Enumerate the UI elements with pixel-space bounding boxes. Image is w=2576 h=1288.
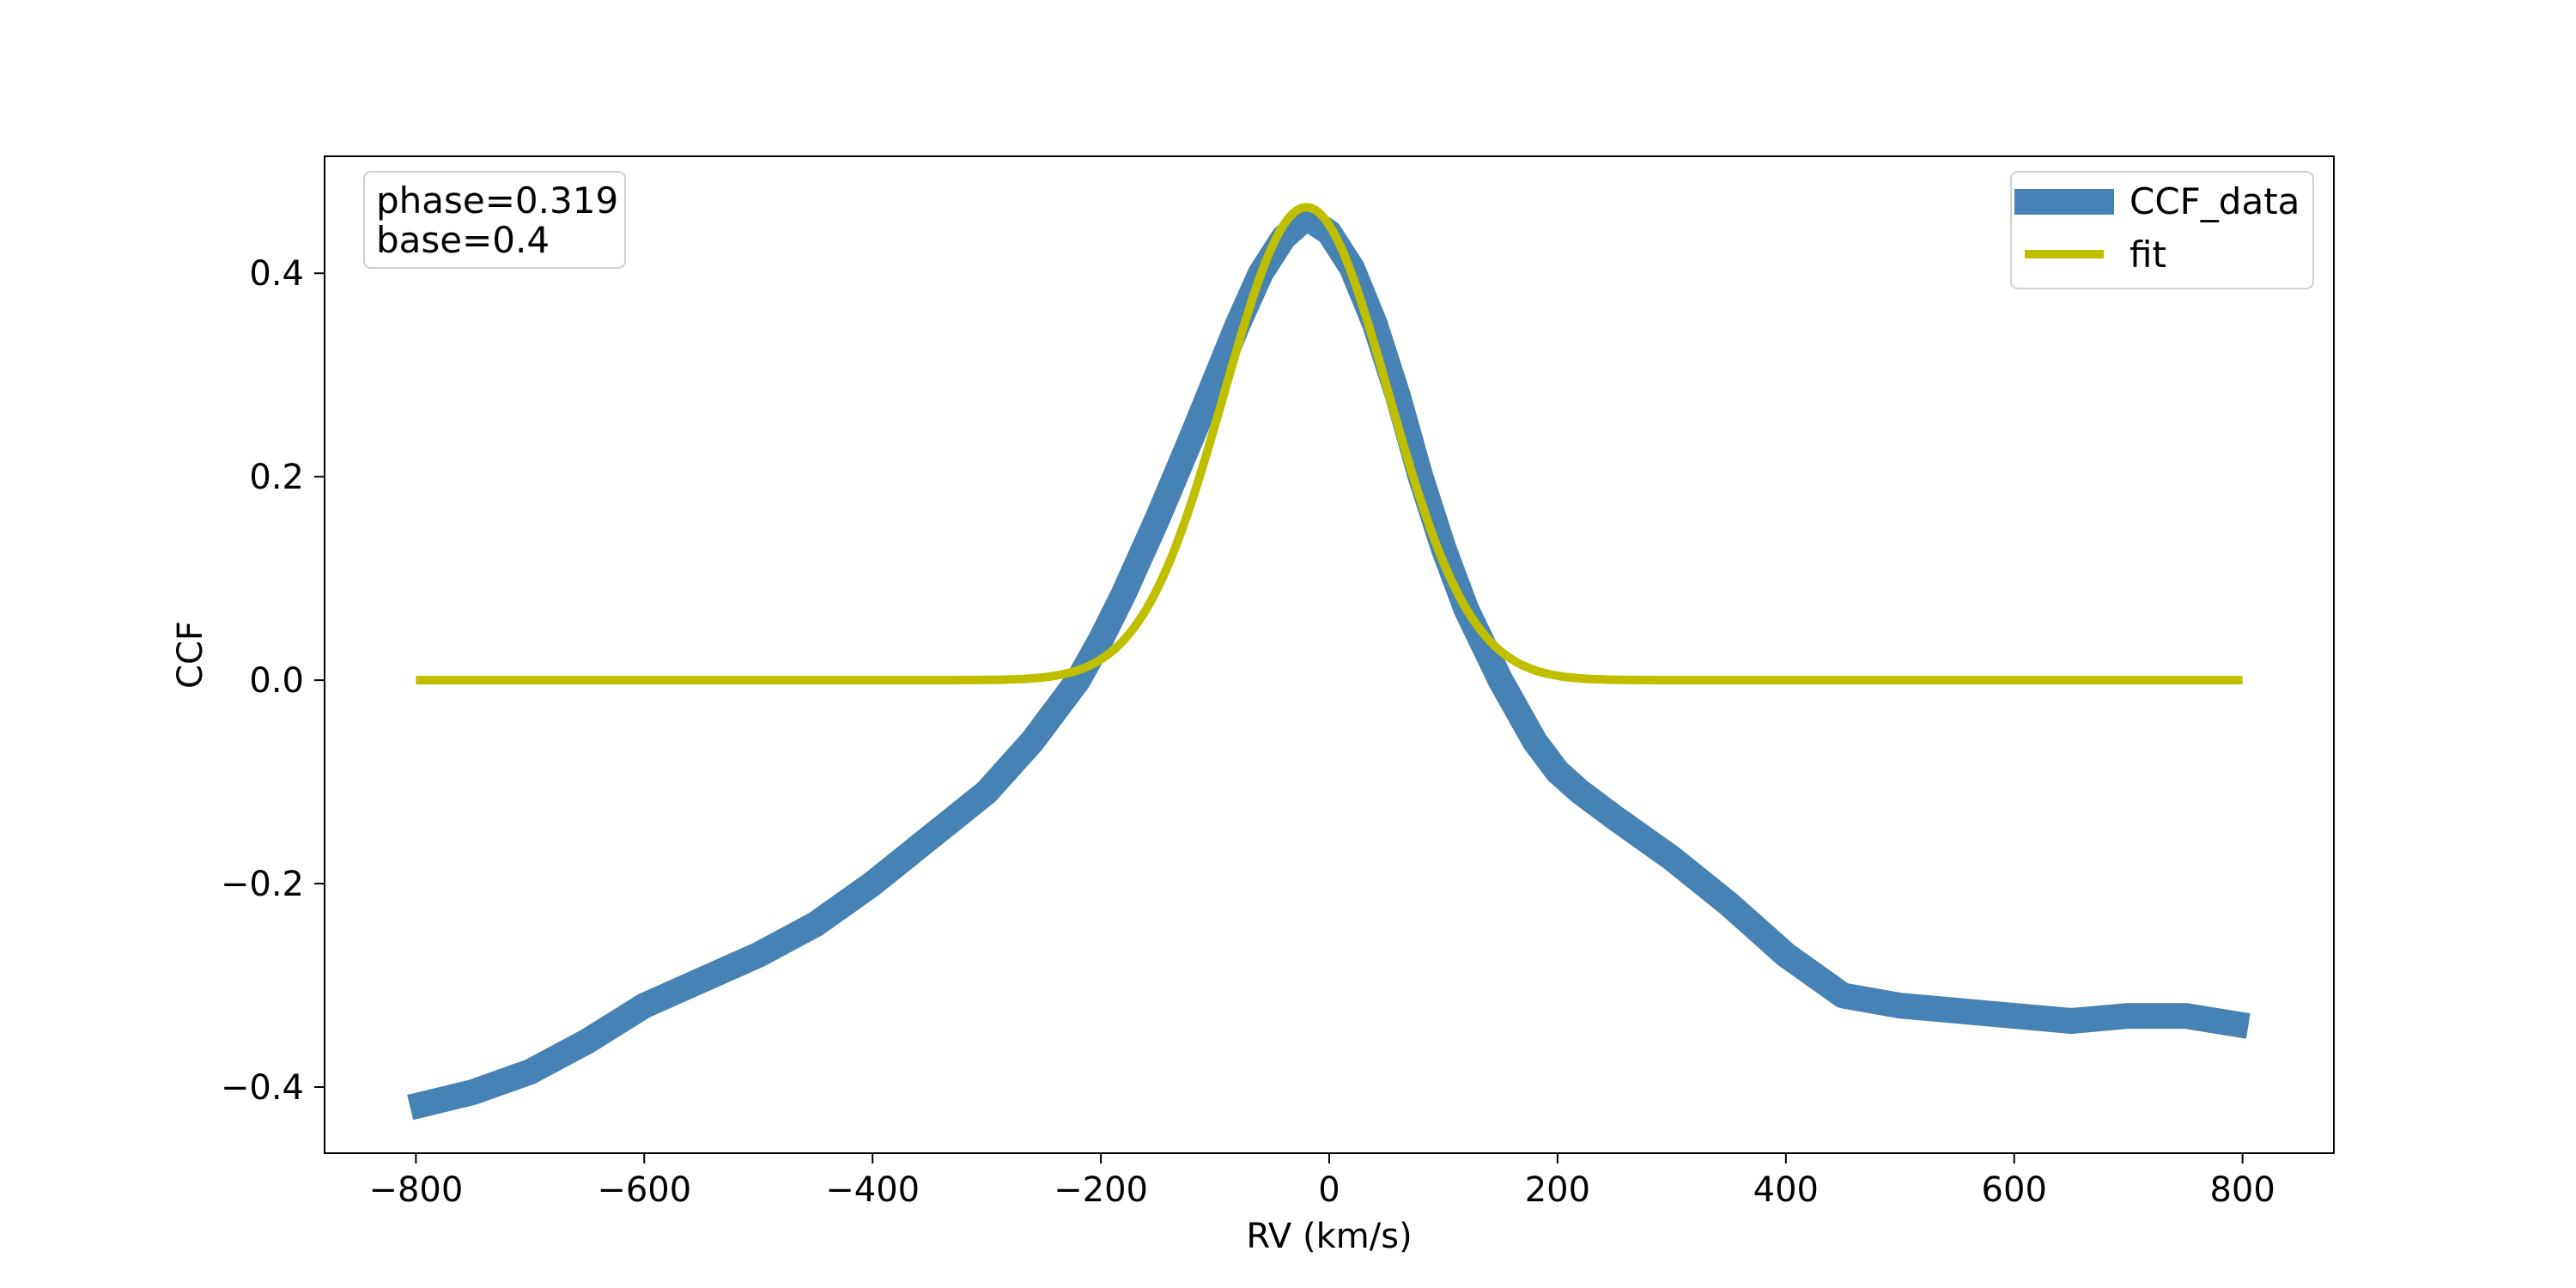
- axis-ticks: −800 −600 −400 −200 0 200 400 600 800 −0.4 −0.2 0.0…: [221, 254, 2275, 1210]
- x-tick-label: 400: [1753, 1170, 1819, 1210]
- annotation-box: phase=0.319 base=0.4: [363, 171, 626, 269]
- series-fit-line: [416, 203, 2243, 685]
- y-tick-label: −0.4: [221, 1068, 304, 1108]
- annotation-frame: [363, 171, 626, 269]
- annotation-base: base=0.4: [376, 219, 550, 261]
- x-tick-label: 0: [1318, 1170, 1340, 1210]
- y-tick-label: −0.2: [221, 865, 304, 904]
- y-tick-label: 0.0: [249, 661, 304, 701]
- annotation-phase: phase=0.319: [376, 179, 618, 222]
- x-tick-label: 800: [2209, 1170, 2275, 1210]
- x-tick-label: 600: [1982, 1170, 2047, 1210]
- x-tick-label: −600: [597, 1170, 691, 1210]
- y-tick-label: 0.4: [249, 254, 304, 294]
- legend-label-ccf-data: CCF_data: [2129, 180, 2300, 222]
- x-tick-label: −200: [1054, 1170, 1148, 1210]
- series-ccf-data-line: [407, 204, 2251, 1121]
- x-tick-label: 200: [1525, 1170, 1590, 1210]
- y-tick-label: 0.2: [249, 458, 304, 497]
- legend: CCF_data fit: [2010, 171, 2314, 289]
- y-axis-label: CCF: [171, 621, 210, 689]
- x-axis-label: RV (km/s): [1246, 1217, 1412, 1256]
- legend-label-fit: fit: [2129, 234, 2166, 276]
- plot-data-layer: [407, 203, 2251, 1121]
- x-tick-label: −400: [825, 1170, 920, 1210]
- x-tick-label: −800: [368, 1170, 463, 1210]
